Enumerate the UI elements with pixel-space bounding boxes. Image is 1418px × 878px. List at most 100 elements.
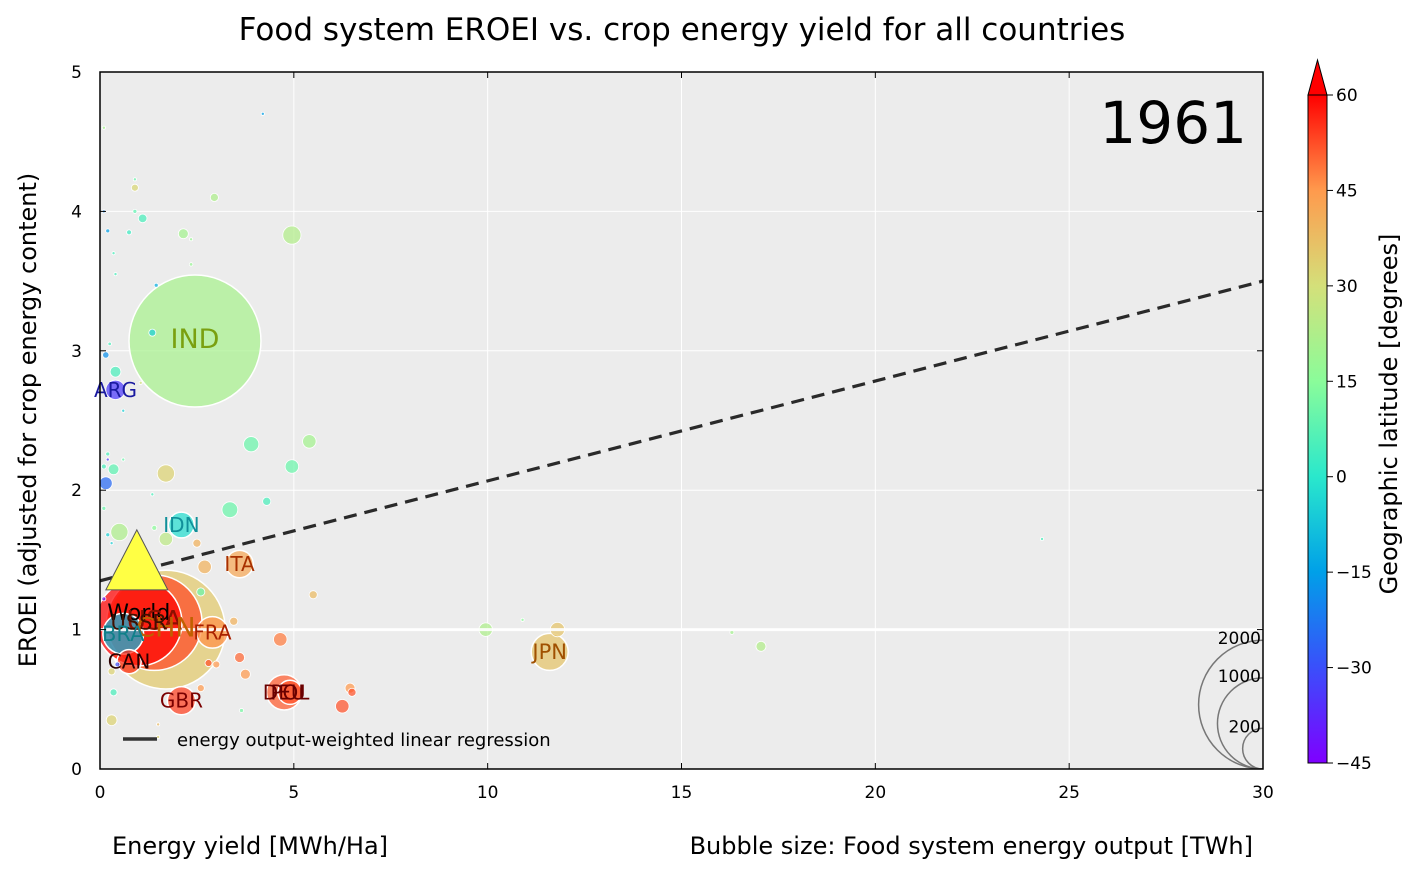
country-bubble — [234, 652, 245, 663]
country-bubble — [302, 434, 317, 449]
country-bubble — [121, 408, 126, 413]
country-bubble-ita — [225, 549, 254, 579]
country-label-pol: POL — [270, 680, 310, 704]
country-bubble — [101, 596, 107, 602]
y-tick-label: 4 — [71, 202, 82, 222]
country-bubble — [109, 541, 114, 546]
colorbar-tick-label: −30 — [1336, 659, 1372, 679]
country-bubble — [109, 688, 118, 697]
x-tick-label: 10 — [477, 783, 499, 803]
country-bubble — [148, 328, 157, 337]
x-tick-label: 25 — [1058, 783, 1080, 803]
regression-line — [100, 279, 1263, 583]
country-bubble — [110, 522, 129, 542]
size-legend-circle — [1241, 727, 1263, 769]
x-tick-label: 0 — [95, 783, 106, 803]
country-label-arg: ARG — [94, 378, 137, 402]
x-tick-label: 20 — [865, 783, 887, 803]
country-bubble-pol — [277, 679, 303, 706]
country-bubble — [335, 699, 350, 714]
country-bubble — [755, 640, 767, 652]
country-bubble — [126, 229, 132, 236]
country-bubble — [100, 463, 107, 470]
x-tick-label: 30 — [1252, 783, 1274, 803]
country-label-ussr: USSR — [110, 611, 167, 635]
country-bubble — [188, 262, 194, 267]
country-label-idn: IDN — [163, 513, 199, 537]
country-bubble — [121, 457, 126, 462]
country-bubble — [138, 380, 143, 385]
country-bubble — [262, 496, 272, 506]
colorbar-tick-label: 15 — [1336, 372, 1358, 392]
colorbar-tick-label: −15 — [1336, 563, 1372, 583]
world-label: World — [107, 601, 170, 626]
country-bubble — [158, 531, 174, 547]
country-bubble — [111, 251, 116, 256]
country-bubble — [196, 684, 205, 693]
country-bubble — [1040, 536, 1045, 541]
bubbles — [100, 111, 1045, 739]
x-tick-label: 5 — [288, 783, 299, 803]
country-bubble — [229, 616, 239, 626]
colorbar-tick-label: 0 — [1336, 468, 1347, 488]
country-bubble — [308, 590, 318, 600]
country-bubble — [189, 237, 194, 242]
country-label-can: CAN — [108, 650, 151, 674]
country-bubble-fra — [195, 615, 229, 649]
country-bubble — [105, 228, 111, 234]
country-bubble — [273, 632, 288, 647]
country-bubble — [105, 457, 110, 462]
country-bubble — [239, 668, 251, 680]
country-bubble — [196, 587, 206, 597]
country-bubble — [347, 687, 357, 697]
size-legend-label: 1000 — [1218, 667, 1261, 687]
year-label: 1961 — [1099, 89, 1247, 157]
country-bubble — [105, 714, 118, 726]
y-tick-label: 3 — [71, 342, 82, 362]
country-bubble — [100, 476, 113, 491]
bubble-size-label: Bubble size: Food system energy output [… — [690, 832, 1253, 860]
country-bubble — [107, 341, 112, 346]
country-bubble-idn — [167, 511, 196, 539]
country-bubble — [212, 660, 221, 669]
country-bubble — [114, 661, 121, 668]
colorbar-extend-arrow — [1307, 58, 1328, 96]
country-bubble-ind — [128, 274, 262, 408]
country-bubble — [156, 464, 175, 483]
country-bubble — [151, 524, 158, 531]
x-axis-label: Energy yield [MWh/Ha] — [112, 832, 388, 860]
country-bubble — [260, 111, 265, 116]
country-bubble-jpn — [530, 632, 569, 672]
country-bubble — [132, 208, 138, 214]
country-bubble — [107, 463, 120, 476]
country-bubble — [130, 183, 139, 192]
country-bubble — [105, 532, 111, 538]
colorbar: −45 −30 −15 0 15 30 45 60 Geographic latitude [… — [1307, 58, 1403, 774]
country-bubble — [101, 505, 107, 511]
y-tick-label: 2 — [71, 481, 82, 501]
country-bubble — [101, 125, 106, 130]
country-bubble — [204, 659, 213, 667]
world-marker — [105, 528, 169, 591]
country-bubble — [239, 708, 244, 713]
colorbar-tick-label: 45 — [1336, 181, 1358, 201]
chart-title: Food system EROEI vs. crop energy yield … — [239, 12, 1126, 48]
country-bubble — [197, 559, 212, 575]
country-bubble — [192, 538, 202, 548]
country-bubble — [156, 734, 161, 739]
country-bubble — [243, 436, 260, 453]
country-bubble — [107, 667, 116, 676]
country-label-chn: CHN — [136, 613, 195, 644]
colorbar-bar — [1307, 94, 1328, 764]
colorbar-label: Geographic latitude [degrees] — [1375, 234, 1403, 595]
colorbar-tick-label: 60 — [1336, 86, 1358, 106]
country-bubble — [177, 228, 189, 240]
y-tick-label: 1 — [71, 621, 82, 641]
axes: 0 5 10 15 20 25 30 0 1 2 3 4 5 — [71, 63, 1274, 803]
country-bubble-gbr — [166, 685, 197, 716]
country-label-ita: ITA — [224, 552, 255, 576]
country-bubble — [137, 213, 148, 224]
country-labels: 200 1000 2000 World IND ARG IDN ITA USACHNUSSRBR… — [94, 324, 1261, 737]
